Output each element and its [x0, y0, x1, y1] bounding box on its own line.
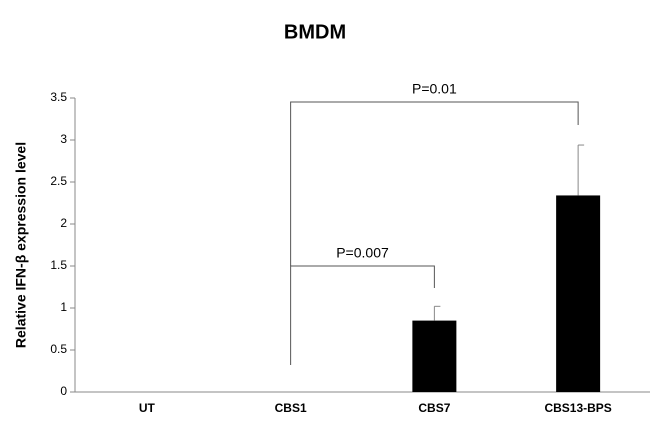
y-tick-label: 2 [60, 216, 67, 230]
y-tick-label: 3 [60, 132, 67, 146]
annotation: P=0.007 [336, 245, 389, 261]
x-tick-label: CBS7 [418, 401, 450, 415]
y-tick-label: 3.5 [50, 90, 67, 104]
significance-bracket [290, 101, 579, 266]
y-tick-label: 1.5 [50, 258, 67, 272]
y-tick-label: 0 [60, 384, 67, 398]
x-tick-label: UT [139, 401, 156, 415]
y-tick-label: 0.5 [50, 342, 67, 356]
significance-bracket [290, 265, 435, 365]
y-axis-label: Relative IFN-β expression level [13, 142, 29, 348]
x-tick-label: CBS13-BPS [544, 401, 611, 415]
chart-title: BMDM [284, 21, 346, 43]
bar [412, 320, 457, 392]
annotation: P=0.01 [412, 81, 457, 97]
y-tick-label: 1 [60, 300, 67, 314]
bar [556, 195, 601, 392]
x-tick-label: CBS1 [275, 401, 307, 415]
y-tick-label: 2.5 [50, 174, 67, 188]
